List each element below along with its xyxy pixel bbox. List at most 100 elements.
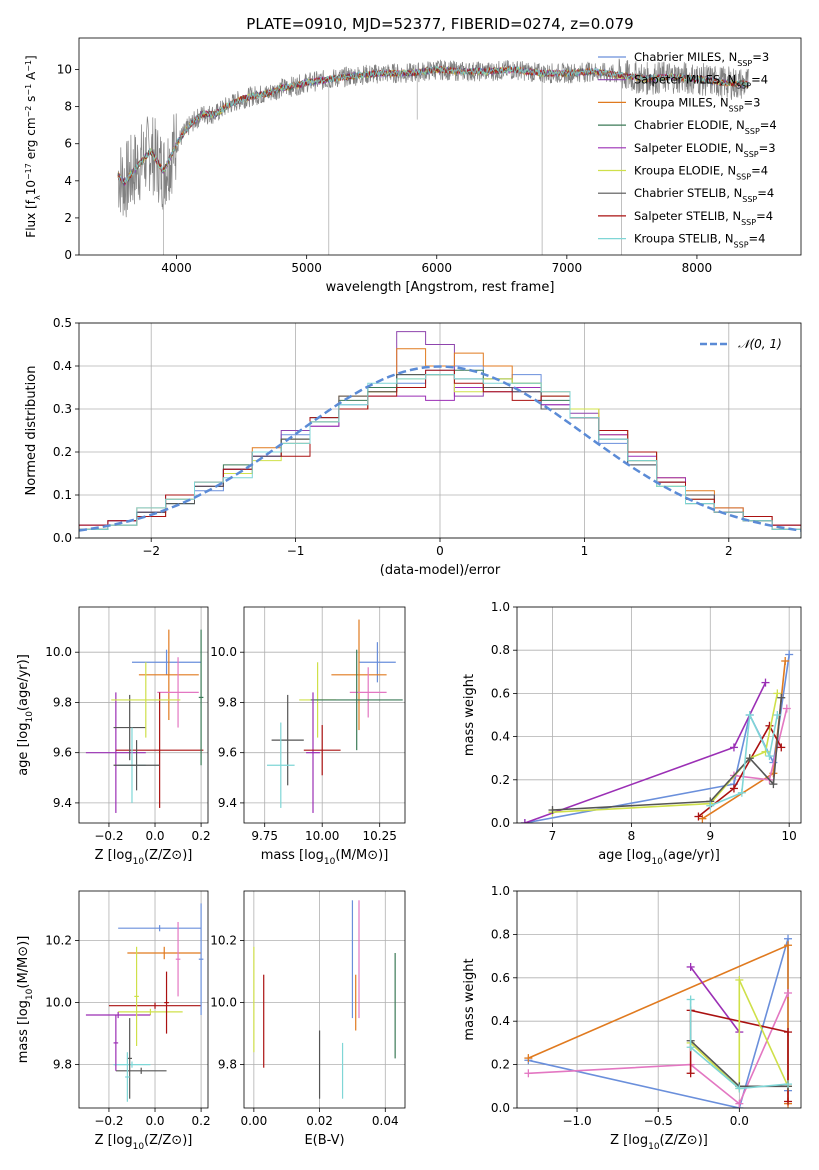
y-tick-label: 0.4 [491,1014,510,1028]
axes-frame [243,606,406,824]
y-axis-label: mass [log10(M/M⊙)] [16,936,35,1064]
legend-entry: Kroupa STELIB, NSSP=4 [634,232,765,250]
y-tick-label: 0.8 [491,927,510,941]
y-axis-label: Flux [fλ10−17 erg cm−2 s−1 A−1] [24,55,42,237]
y-axis-label: Normed distribution [24,366,39,496]
weight-plot-area [524,934,793,1108]
x-tick-label: 10 [782,829,797,843]
y-tick-label: 0.0 [491,1101,510,1115]
x-tick-label: 0.2 [192,1114,211,1128]
y-tick-label: 10.0 [210,996,237,1010]
axes-frame [516,606,802,824]
y-tick-label: 10.2 [45,934,72,948]
errorbar-plot-area [267,619,403,813]
y-tick-label: 10 [57,63,72,77]
weight-vs-Z-panel: −1.0 −0.5 0.0 0.0 0.2 0.4 0.6 0.8 1.0 Z [log10(Z/… [462,884,802,1152]
x-axis-label: (data-model)/error [380,563,501,578]
x-axis-label: Z [log10(Z/Z⊙)] [95,1133,193,1152]
x-tick-label: 8000 [682,261,713,275]
page-title: PLATE=0910, MJD=52377, FIBERID=0274, z=0… [246,15,633,33]
x-axis-label: Z [log10(Z/Z⊙)] [610,1133,708,1152]
y-axis-label: mass weight [462,958,477,1040]
x-tick-label: 0.2 [192,829,211,843]
y-tick-label: 1.0 [491,600,510,614]
y-tick-label: 0.2 [53,445,72,459]
y-tick-label: 9.8 [53,1058,72,1072]
y-axis-label: mass weight [462,674,477,756]
x-tick-label: −1 [287,544,305,558]
x-tick-label: 7 [549,829,557,843]
weight-vs-age-panel: 7 8 9 10 0.0 0.2 0.4 0.6 0.8 1.0 age [log10(age/yr… [462,600,802,867]
y-tick-label: 8 [64,100,72,114]
weight-series-line [689,966,740,1033]
y-tick-label: 9.4 [218,796,237,810]
x-tick-label: 5000 [291,261,322,275]
weight-series-line [524,654,790,823]
errorbar-plot-area [253,900,396,1099]
legend-entry: Chabrier MILES, NSSP=3 [634,50,769,68]
errorbar-plot-area [85,629,204,813]
age-vs-mass-panel: 9.75 10.00 10.25 9.4 9.6 9.8 10.0 mass [log10(M… [210,606,406,867]
legend-entry: Chabrier STELIB, NSSP=4 [634,186,774,204]
y-tick-label: 6 [64,137,72,151]
model-spectrum-line [117,65,750,184]
spectrum-legend: Chabrier MILES, NSSP=3 Salpeter MILES, NS… [598,50,777,249]
weight-series-line [552,693,779,813]
x-tick-label: 8 [628,829,636,843]
x-tick-label: 0.00 [240,1114,267,1128]
x-tick-label: 9.75 [251,829,278,843]
y-tick-label: 0.5 [53,316,72,330]
y-tick-label: 4 [64,174,72,188]
normal-curve [79,365,801,532]
y-axis-label: age [log10(age/yr)] [16,654,35,776]
x-tick-label: −0.2 [94,829,123,843]
y-tick-label: 10.2 [210,934,237,948]
y-tick-label: 0.8 [491,643,510,657]
y-tick-label: 0.6 [491,971,510,985]
legend-entry: Kroupa ELODIE, NSSP=4 [634,164,768,182]
y-tick-label: 0.2 [491,1058,510,1072]
x-tick-label: −0.5 [644,1114,673,1128]
x-tick-label: −0.2 [94,1114,123,1128]
x-axis-label: age [log10(age/yr)] [598,848,720,867]
legend-entry: Salpeter STELIB, NSSP=4 [634,209,773,227]
x-axis-label: E(B-V) [304,1133,344,1148]
axes-frame [78,606,209,824]
spectrum-panel: 4000 5000 6000 7000 8000 0 2 4 6 8 10 wavelength [A… [24,37,802,295]
x-axis-label: mass [log10(M/M⊙)] [261,848,389,867]
y-tick-label: 0.1 [53,488,72,502]
y-tick-label: 0.4 [53,359,72,373]
x-tick-label: 9 [706,829,714,843]
y-tick-label: 9.8 [218,1058,237,1072]
weight-plot-area [520,650,794,823]
legend-entry: Salpeter MILES, NSSP=4 [634,73,768,91]
x-axis-label: wavelength [Angstrom, rest frame] [326,280,555,295]
y-tick-label: 9.8 [218,695,237,709]
x-tick-label: 2 [725,544,733,558]
legend-entry: Salpeter ELODIE, NSSP=3 [634,141,776,159]
mass-vs-Z-panel: −0.2 0.0 0.2 9.8 10.0 10.2 Z [log10(Z/Z⊙)] mass… [16,890,211,1152]
x-tick-label: 0.02 [306,1114,333,1128]
y-tick-label: 10.0 [210,645,237,659]
x-tick-label: −2 [142,544,160,558]
weight-series-line [528,992,789,1105]
y-tick-label: 9.8 [53,695,72,709]
residuals-panel: −2 −1 0 1 2 0.0 0.1 0.2 0.3 0.4 0.5 (data-model)/er… [24,316,802,578]
legend-entry: 𝒩(0, 1) [738,337,782,351]
spectrum-plot-area [117,58,750,255]
y-tick-label: 0 [64,248,72,262]
y-tick-label: 0.6 [491,686,510,700]
weight-series-line [689,999,789,1090]
y-tick-label: 9.4 [53,796,72,810]
x-tick-label: 6000 [421,261,452,275]
y-tick-label: 2 [64,211,72,225]
y-tick-label: 1.0 [491,884,510,898]
x-tick-label: 0 [436,544,444,558]
y-tick-label: 0.0 [491,816,510,830]
y-tick-label: 0.4 [491,730,510,744]
x-tick-label: 1 [581,544,589,558]
errorbar-plot-area [85,903,204,1102]
x-tick-label: 10.00 [305,829,339,843]
